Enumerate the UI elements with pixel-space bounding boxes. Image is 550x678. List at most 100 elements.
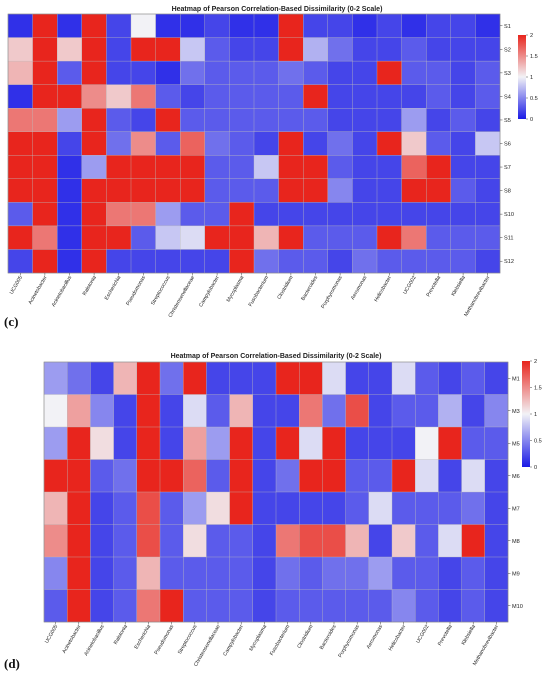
colorbar-tick-label: 1 [534, 412, 537, 418]
heatmap-cell [81, 178, 107, 203]
heatmap-cell [415, 524, 439, 558]
heatmap-cell [391, 491, 416, 525]
column-label: Helicobacter [388, 624, 408, 652]
heatmap-cell [327, 13, 353, 38]
row-label: M8 [512, 539, 520, 545]
heatmap-cell [322, 491, 346, 525]
colorbar [522, 361, 530, 467]
heatmap-cell [130, 155, 156, 180]
column-label: Mycoplasma [248, 624, 268, 652]
row-label: S4 [504, 94, 511, 100]
heatmap-cell [57, 60, 83, 85]
heatmap-cell [376, 108, 402, 133]
heatmap-cell [426, 178, 452, 203]
heatmap-cell [475, 202, 501, 227]
heatmap-cell [229, 84, 255, 109]
heatmap-cell [376, 249, 402, 274]
heatmap-cell [391, 524, 416, 558]
column-label: Christensenellaceae [168, 275, 197, 319]
heatmap-cell [206, 361, 230, 395]
heatmap-cell [376, 131, 402, 156]
heatmap-cell [303, 131, 329, 156]
heatmap-cell [113, 361, 138, 395]
heatmap-cell [401, 155, 427, 180]
heatmap-cell [183, 589, 207, 623]
heatmap-cell [426, 84, 452, 109]
heatmap-cell [303, 178, 329, 203]
heatmap-cell [155, 155, 181, 180]
heatmap-cell [278, 108, 304, 133]
heatmap-cell [345, 524, 370, 558]
heatmap-cell [401, 108, 427, 133]
heatmap-panel-d: Heatmap of Pearson Correlation-Based Dis… [4, 353, 542, 671]
heatmap-cell [229, 131, 255, 156]
heatmap-cell [67, 394, 91, 428]
colorbar-tick-label: 0.5 [530, 96, 538, 102]
heatmap-cell [401, 13, 427, 38]
column-label: Prevotella [437, 624, 454, 647]
heatmap-cell [475, 225, 501, 250]
heatmap-cell [113, 524, 138, 558]
heatmap-cell [253, 13, 279, 38]
heatmap-cell [401, 178, 427, 203]
heatmap-cell [43, 491, 68, 525]
heatmap-cell [278, 225, 304, 250]
heatmap-cell [401, 37, 427, 62]
heatmap-cell [401, 131, 427, 156]
heatmap-cell [155, 131, 181, 156]
heatmap-cell [155, 178, 181, 203]
heatmap-cell [183, 556, 207, 590]
heatmap-cell [229, 37, 255, 62]
row-label: M5 [512, 441, 520, 447]
heatmap-cell [67, 589, 91, 623]
heatmap-cell [391, 361, 416, 395]
heatmap-cell [180, 37, 206, 62]
heatmap-cell [401, 60, 427, 85]
heatmap-cell [81, 13, 107, 38]
column-label: Methanobrevibacter [472, 624, 500, 667]
column-label: Pseudomonas [154, 624, 176, 656]
heatmap-cell [136, 394, 161, 428]
heatmap-cell [32, 37, 58, 62]
heatmap-cell [183, 426, 207, 460]
heatmap-cell [475, 108, 501, 133]
heatmap-cell [303, 155, 329, 180]
heatmap-cell [32, 178, 58, 203]
column-label: UCG002 [415, 624, 430, 645]
heatmap-cell [461, 556, 486, 590]
heatmap-cell [159, 589, 184, 623]
heatmap-cell [113, 491, 138, 525]
heatmap-cell [327, 178, 353, 203]
heatmap-cell [229, 155, 255, 180]
heatmap-cell [391, 556, 416, 590]
heatmap-cell [180, 202, 206, 227]
heatmap-cell [278, 84, 304, 109]
heatmap-cell [229, 589, 254, 623]
heatmap-cell [484, 556, 509, 590]
heatmap-cell [43, 394, 68, 428]
heatmap-cell [90, 556, 114, 590]
colorbar [518, 35, 526, 119]
heatmap-cell [183, 394, 207, 428]
row-label: S5 [504, 118, 511, 124]
heatmap-cell [322, 426, 346, 460]
heatmap-cell [391, 426, 416, 460]
heatmap-cell [438, 459, 462, 493]
heatmap-cell [159, 491, 184, 525]
heatmap-cell [67, 459, 91, 493]
heatmap-cell [155, 13, 181, 38]
row-label: S12 [504, 259, 514, 265]
heatmap-cell [376, 37, 402, 62]
heatmap-cell [113, 556, 138, 590]
heatmap-cell [299, 589, 323, 623]
heatmap-cell [159, 361, 184, 395]
heatmap-cell [90, 426, 114, 460]
heatmap-cell [183, 524, 207, 558]
heatmap-cell [81, 225, 107, 250]
heatmap-cell [130, 13, 156, 38]
heatmap-cell [415, 589, 439, 623]
heatmap-cell [415, 394, 439, 428]
column-label: Klebsiella [461, 624, 477, 646]
heatmap-cell [352, 202, 378, 227]
heatmap-cell [345, 426, 370, 460]
